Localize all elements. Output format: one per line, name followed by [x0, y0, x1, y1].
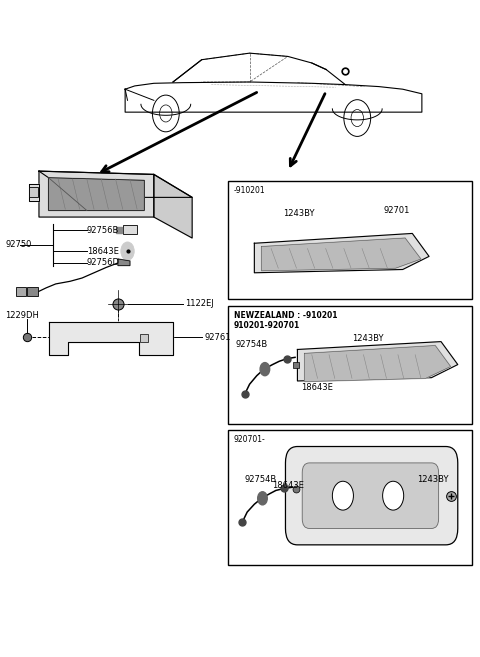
Polygon shape — [39, 171, 154, 217]
Circle shape — [260, 363, 270, 376]
Polygon shape — [48, 177, 144, 210]
Text: -910201: -910201 — [234, 186, 265, 195]
Polygon shape — [298, 342, 458, 381]
Circle shape — [258, 491, 267, 505]
Text: 18643E: 18643E — [301, 383, 333, 392]
Polygon shape — [254, 233, 429, 273]
Polygon shape — [154, 174, 192, 238]
Text: 92761: 92761 — [204, 332, 230, 342]
Text: 92754B: 92754B — [235, 340, 267, 350]
Bar — [228, 430, 472, 564]
FancyBboxPatch shape — [302, 463, 439, 528]
Text: 92756D: 92756D — [87, 258, 120, 267]
Text: 1122EJ: 1122EJ — [185, 299, 214, 308]
Polygon shape — [305, 346, 451, 382]
Text: NEWZEALAND : -910201
910201-920701: NEWZEALAND : -910201 910201-920701 — [234, 311, 337, 330]
Polygon shape — [39, 171, 192, 197]
Text: 92750: 92750 — [5, 240, 32, 249]
Bar — [228, 181, 472, 299]
Polygon shape — [118, 259, 130, 265]
Polygon shape — [48, 322, 173, 355]
Polygon shape — [262, 238, 421, 271]
Text: 92756B: 92756B — [87, 225, 119, 235]
Bar — [29, 187, 38, 197]
Circle shape — [121, 242, 134, 260]
Text: 92701: 92701 — [384, 206, 410, 215]
Bar — [16, 287, 26, 296]
Circle shape — [383, 482, 404, 510]
Text: 1229DH: 1229DH — [5, 311, 39, 320]
Bar — [123, 225, 137, 234]
FancyBboxPatch shape — [286, 447, 458, 545]
Bar — [228, 306, 472, 424]
Bar — [27, 287, 37, 296]
Text: 1243BY: 1243BY — [283, 210, 314, 218]
Text: 18643E: 18643E — [273, 482, 304, 490]
Polygon shape — [29, 184, 39, 200]
Text: 920701-: 920701- — [234, 436, 265, 444]
Text: 1243BY: 1243BY — [352, 334, 384, 344]
Circle shape — [332, 482, 353, 510]
Text: 1243BY: 1243BY — [417, 475, 449, 484]
Text: 92754B: 92754B — [245, 475, 277, 484]
Text: 18643E: 18643E — [87, 246, 119, 256]
